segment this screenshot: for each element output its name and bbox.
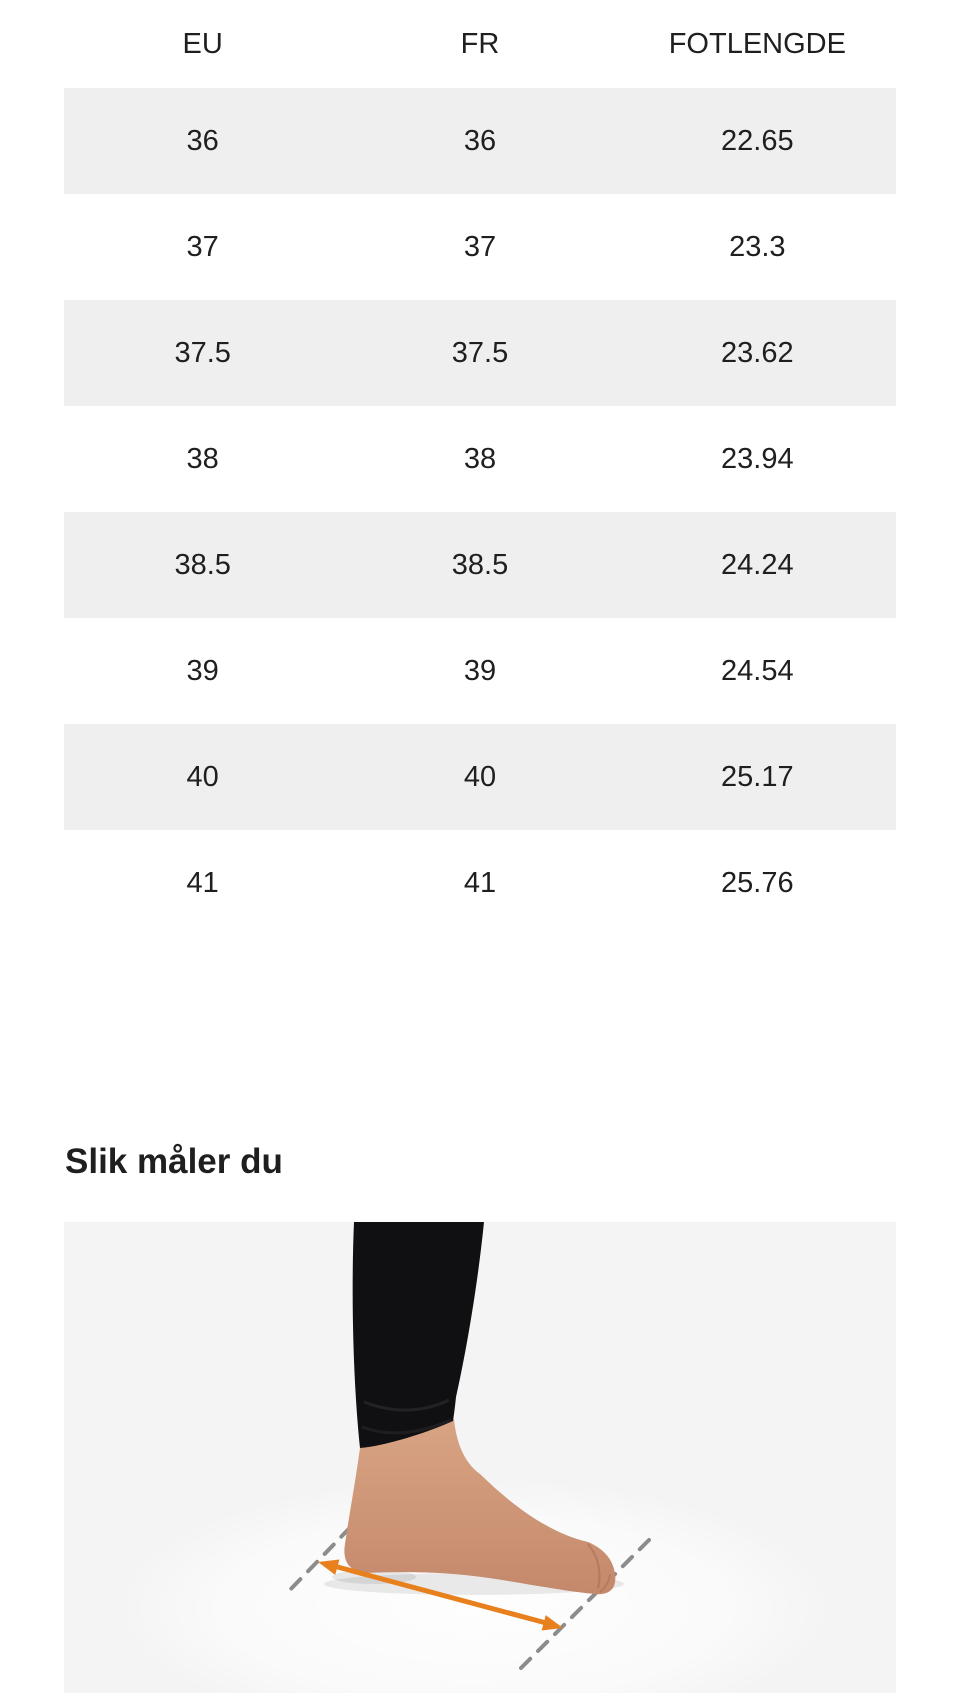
column-header-fotlengde: FOTLENGDE: [668, 27, 846, 60]
size-chart-table: EU FR FOTLENGDE 36 36 22.65 37 37 23.3 37.5 37.5 2…: [64, 0, 896, 936]
floor-highlight: [114, 1477, 834, 1693]
arrow-head-left: [318, 1559, 340, 1575]
foot: [344, 1419, 616, 1595]
leggings: [352, 1222, 484, 1448]
leggings-fold-highlight: [363, 1398, 450, 1412]
table-cell: 37.5: [174, 336, 231, 369]
table-cell: 24.54: [721, 654, 794, 687]
table-cell: 38: [186, 442, 219, 475]
header-row: EU FR FOTLENGDE: [64, 0, 896, 88]
table-row: 37 37 23.3: [64, 194, 896, 300]
table-cell: 23.3: [729, 230, 786, 263]
foot-length-arrow: [318, 1559, 563, 1631]
foot-measurement-photo: [64, 1222, 896, 1693]
table-row: 38.5 38.5 24.24: [64, 512, 896, 618]
table-cell: 40: [186, 760, 219, 793]
table-cell: 36: [463, 124, 497, 157]
table-cell: 41: [463, 866, 497, 899]
table-cell: 23.94: [721, 442, 794, 475]
table-cell: 37.5: [451, 336, 509, 369]
table-row: 38 38 23.94: [64, 406, 896, 512]
toe-dashed-line: [519, 1538, 651, 1670]
table-row: 40 40 25.17: [64, 724, 896, 830]
measure-heading: Slik måler du: [65, 1142, 283, 1181]
toe-separation-line: [599, 1573, 611, 1593]
column-header-eu: EU: [182, 27, 223, 60]
table-cell: 38: [463, 442, 497, 475]
table-cell: 38.5: [451, 548, 509, 581]
size-table-body: 36 36 22.65 37 37 23.3 37.5 37.5 23.62 38 38 23.94 3…: [64, 88, 896, 936]
table-cell: 25.76: [721, 866, 794, 899]
table-row: 37.5 37.5 23.62: [64, 300, 896, 406]
table-cell: 25.17: [721, 760, 794, 793]
table-cell: 38.5: [174, 548, 231, 581]
table-cell: 41: [186, 866, 219, 899]
arrow-head-right: [541, 1615, 563, 1631]
table-cell: 23.62: [721, 336, 794, 369]
arrow-shaft: [331, 1563, 549, 1626]
table-row: 36 36 22.65: [64, 88, 896, 194]
foot-measurement-illustration: [114, 1222, 834, 1693]
leggings-hem-highlight: [361, 1418, 452, 1435]
table-cell: 24.24: [721, 548, 794, 581]
column-header-fr: FR: [460, 27, 500, 60]
heel-dashed-line: [286, 1508, 369, 1594]
table-row: 39 39 24.54: [64, 618, 896, 724]
table-cell: 22.65: [721, 124, 794, 157]
big-toe-crease: [587, 1543, 601, 1589]
table-cell: 39: [186, 654, 219, 687]
size-chart-header: EU FR FOTLENGDE: [64, 0, 896, 88]
table-cell: 39: [463, 654, 497, 687]
table-cell: 36: [186, 124, 219, 157]
table-row: 41 41 25.76: [64, 830, 896, 936]
table-cell: 40: [463, 760, 497, 793]
table-cell: 37: [186, 230, 219, 263]
table-cell: 37: [463, 230, 497, 263]
